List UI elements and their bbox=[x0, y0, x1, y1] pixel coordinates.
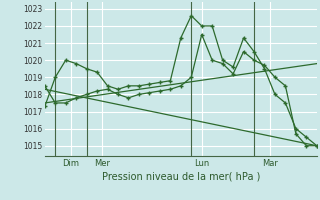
X-axis label: Pression niveau de la mer( hPa ): Pression niveau de la mer( hPa ) bbox=[102, 172, 260, 182]
